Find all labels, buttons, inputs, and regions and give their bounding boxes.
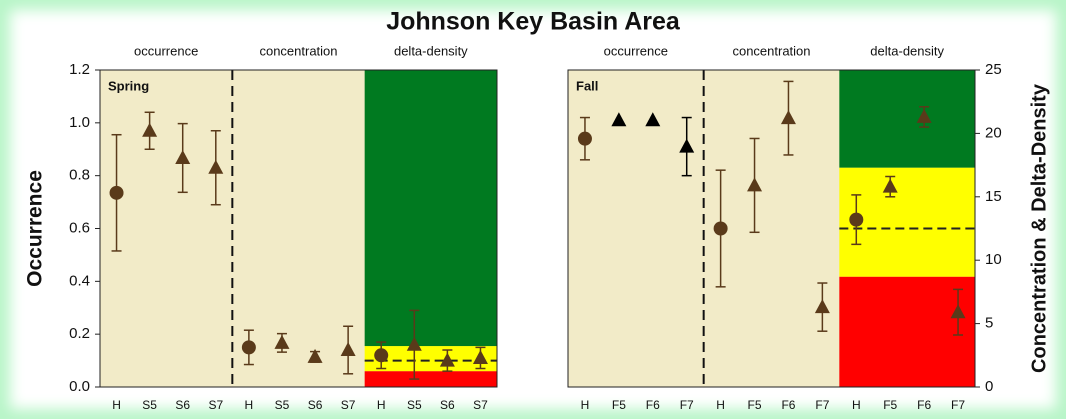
section-title: occurrence — [604, 43, 668, 58]
x-tick-label: F5 — [612, 398, 626, 412]
y2-axis-label: Concentration & Delta-Density — [1028, 83, 1050, 373]
x-tick-label: S7 — [341, 398, 356, 412]
section-title: delta-density — [870, 43, 944, 58]
marker — [814, 299, 830, 314]
y2-tick-label: 15 — [985, 188, 1002, 205]
x-tick-label: S5 — [142, 398, 157, 412]
x-tick-label: H — [716, 398, 725, 412]
chart-title: Johnson Key Basin Area — [386, 8, 681, 36]
x-tick-label: H — [377, 398, 386, 412]
panel-label: Fall — [576, 78, 598, 93]
marker — [142, 122, 158, 137]
x-tick-label: F5 — [883, 398, 897, 412]
marker — [374, 348, 389, 363]
section-title: concentration — [259, 43, 337, 58]
y-axis-label: Occurrence — [24, 170, 47, 287]
x-tick-label: H — [852, 398, 861, 412]
marker — [307, 348, 323, 363]
x-tick-label: S5 — [275, 398, 290, 412]
marker — [679, 138, 695, 153]
x-tick-label: F5 — [748, 398, 762, 412]
x-tick-label: S6 — [175, 398, 190, 412]
marker — [780, 110, 796, 125]
y-tick-label: 1.0 — [69, 114, 90, 131]
plot-frame — [567, 69, 976, 388]
y-tick-label: 0.6 — [69, 219, 90, 236]
marker — [950, 304, 966, 319]
panel-label: Spring — [108, 78, 149, 93]
x-tick-label: H — [245, 398, 254, 412]
x-tick-label: F6 — [917, 398, 931, 412]
marker — [849, 212, 864, 227]
marker — [645, 112, 661, 127]
y-tick-label: 0.0 — [69, 378, 90, 395]
y-tick-label: 1.2 — [69, 61, 90, 78]
band — [839, 276, 975, 387]
y-tick-label: 0.2 — [69, 325, 90, 342]
x-tick-label: S7 — [208, 398, 223, 412]
marker — [713, 221, 728, 236]
x-tick-label: H — [112, 398, 121, 412]
marker — [109, 185, 124, 200]
y2-tick-label: 25 — [985, 61, 1002, 78]
marker — [175, 149, 191, 164]
section-title: delta-density — [394, 43, 468, 58]
x-tick-label: S6 — [308, 398, 323, 412]
marker — [747, 177, 763, 192]
band — [364, 70, 497, 347]
y2-tick-label: 10 — [985, 251, 1002, 268]
section-title: occurrence — [134, 43, 198, 58]
band — [839, 70, 975, 168]
y-tick-label: 0.8 — [69, 167, 90, 184]
marker — [439, 352, 455, 367]
x-tick-label: S7 — [473, 398, 488, 412]
x-tick-label: S6 — [440, 398, 455, 412]
x-tick-label: F7 — [951, 398, 965, 412]
x-tick-label: F6 — [781, 398, 795, 412]
marker — [208, 159, 224, 174]
marker — [472, 349, 488, 364]
x-tick-label: F6 — [646, 398, 660, 412]
x-tick-label: H — [581, 398, 590, 412]
marker — [577, 131, 592, 146]
marker — [916, 108, 932, 123]
section-title: concentration — [732, 43, 810, 58]
x-tick-label: F7 — [815, 398, 829, 412]
band — [364, 371, 497, 387]
x-tick-label: S5 — [407, 398, 422, 412]
y2-tick-label: 20 — [985, 124, 1002, 141]
marker — [611, 112, 627, 127]
marker — [340, 342, 356, 357]
y-tick-label: 0.4 — [69, 272, 90, 289]
y2-tick-label: 0 — [985, 378, 993, 395]
y2-tick-label: 5 — [985, 315, 993, 332]
marker — [241, 340, 256, 355]
marker — [406, 336, 422, 351]
marker — [882, 178, 898, 193]
marker — [274, 334, 290, 349]
x-tick-label: F7 — [680, 398, 694, 412]
